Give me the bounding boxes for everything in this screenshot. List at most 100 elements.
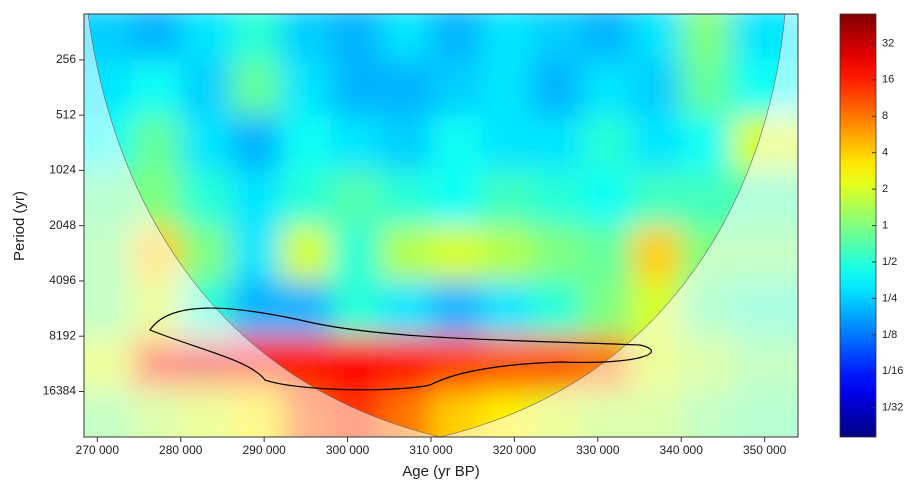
plot-area [84,14,798,437]
y-axis-label: Period (yr) [11,191,28,261]
heatmap-cell [631,170,682,227]
x-tick-label: 280 000 [159,443,203,457]
heatmap-cell [230,14,282,61]
heatmap-cell [330,280,382,337]
heatmap-cell [481,59,532,116]
heatmap-cell [681,170,732,227]
colorbar [839,13,877,438]
x-axis-label: Age (yr BP) [402,463,480,480]
colorbar-tick-label: 16 [882,74,894,86]
heatmap-cell [380,59,432,116]
heatmap-cell [531,225,582,282]
heatmap-cell [180,14,232,61]
heatmap-cell [481,14,532,61]
heatmap-cell [380,225,432,282]
x-tick-label: 300 000 [326,443,370,457]
heatmap-cell [180,170,232,227]
heatmap-cell [280,14,332,61]
heatmap-cell [531,336,582,392]
y-tick-label: 8192 [49,328,76,342]
heatmap-cell [280,170,332,227]
heatmap-cell [581,170,632,227]
heatmap-cell [130,59,182,116]
heatmap-cell [430,14,482,61]
heatmap-cell [631,225,682,282]
heatmap-cell [230,280,282,337]
heatmap-cell [681,115,732,171]
heatmap-cell [330,336,382,392]
heatmap-cell [531,59,582,116]
y-tick-label: 16384 [43,384,77,398]
heatmap-cell [380,115,432,171]
heatmap-cell [130,14,182,61]
heatmap-cell [531,280,582,337]
heatmap-cell [430,170,482,227]
heatmap-cell [430,225,482,282]
colorbar-tick-label: 1/32 [882,402,903,414]
heatmap-cell [681,59,732,116]
heatmap-cell [330,115,382,171]
heatmap-cell [130,115,182,171]
heatmap-cell [531,14,582,61]
heatmap-cell [631,14,682,61]
heatmap-cell [481,225,532,282]
heatmap-cell [481,391,532,437]
x-tick-label: 290 000 [242,443,286,457]
heatmap-cell [330,225,382,282]
colorbar-tick-label: 1/8 [882,329,897,341]
heatmap-cell [581,225,632,282]
significance-contour [149,307,653,391]
heatmap-cell [380,280,432,337]
heatmap-cell [481,280,532,337]
heatmap-cell [430,280,482,337]
heatmap-cell [230,170,282,227]
heatmap-cell [330,170,382,227]
x-tick-label: 340 000 [660,443,704,457]
x-tick-label: 310 000 [409,443,453,457]
heatmap-cell [230,115,282,171]
heatmap-cell [380,14,432,61]
colorbar-tick-label: 1/16 [882,365,903,377]
heatmap-cell [330,14,382,61]
y-tick-label: 1024 [49,163,76,177]
heatmap-cell [581,14,632,61]
colorbar-tick-label: 1/2 [882,256,897,268]
heatmap-cell [180,115,232,171]
y-tick-label: 256 [56,52,76,66]
heatmap-cell [430,115,482,171]
heatmap-cell [430,336,482,392]
heatmap-cell [581,59,632,116]
heatmap-cell [280,115,332,171]
heatmap-cell [481,115,532,171]
x-tick-label: 270 000 [76,443,120,457]
x-tick-label: 350 000 [743,443,787,457]
heatmap-cell [380,170,432,227]
heatmap-cell [280,59,332,116]
heatmap-cell [280,280,332,337]
heatmap-cell [681,14,732,61]
heatmap-cell [731,14,798,61]
heatmap-cell [531,115,582,171]
heatmap-cell [481,170,532,227]
heatmap-cell [531,170,582,227]
heatmap-cell [230,225,282,282]
colorbar-tick-label: 1 [882,219,888,231]
colorbar-tick-label: 32 [882,37,894,49]
heatmap-cell [280,225,332,282]
cone-of-influence [84,14,798,437]
heatmap-cell [581,280,632,337]
colorbar-tick-label: 2 [882,183,888,195]
heatmap-cell [430,59,482,116]
heatmap-cell [230,59,282,116]
y-tick-label: 2048 [49,218,76,232]
colorbar-tick-label: 1/4 [882,292,897,304]
heatmap-cell [380,336,432,392]
colorbar-tick-label: 4 [882,147,888,159]
heatmap-cell [581,115,632,171]
x-tick-label: 330 000 [576,443,620,457]
y-tick-label: 4096 [49,273,76,287]
y-tick-label: 512 [56,107,76,121]
heatmap-cell [631,115,682,171]
heatmap-cell [330,59,382,116]
